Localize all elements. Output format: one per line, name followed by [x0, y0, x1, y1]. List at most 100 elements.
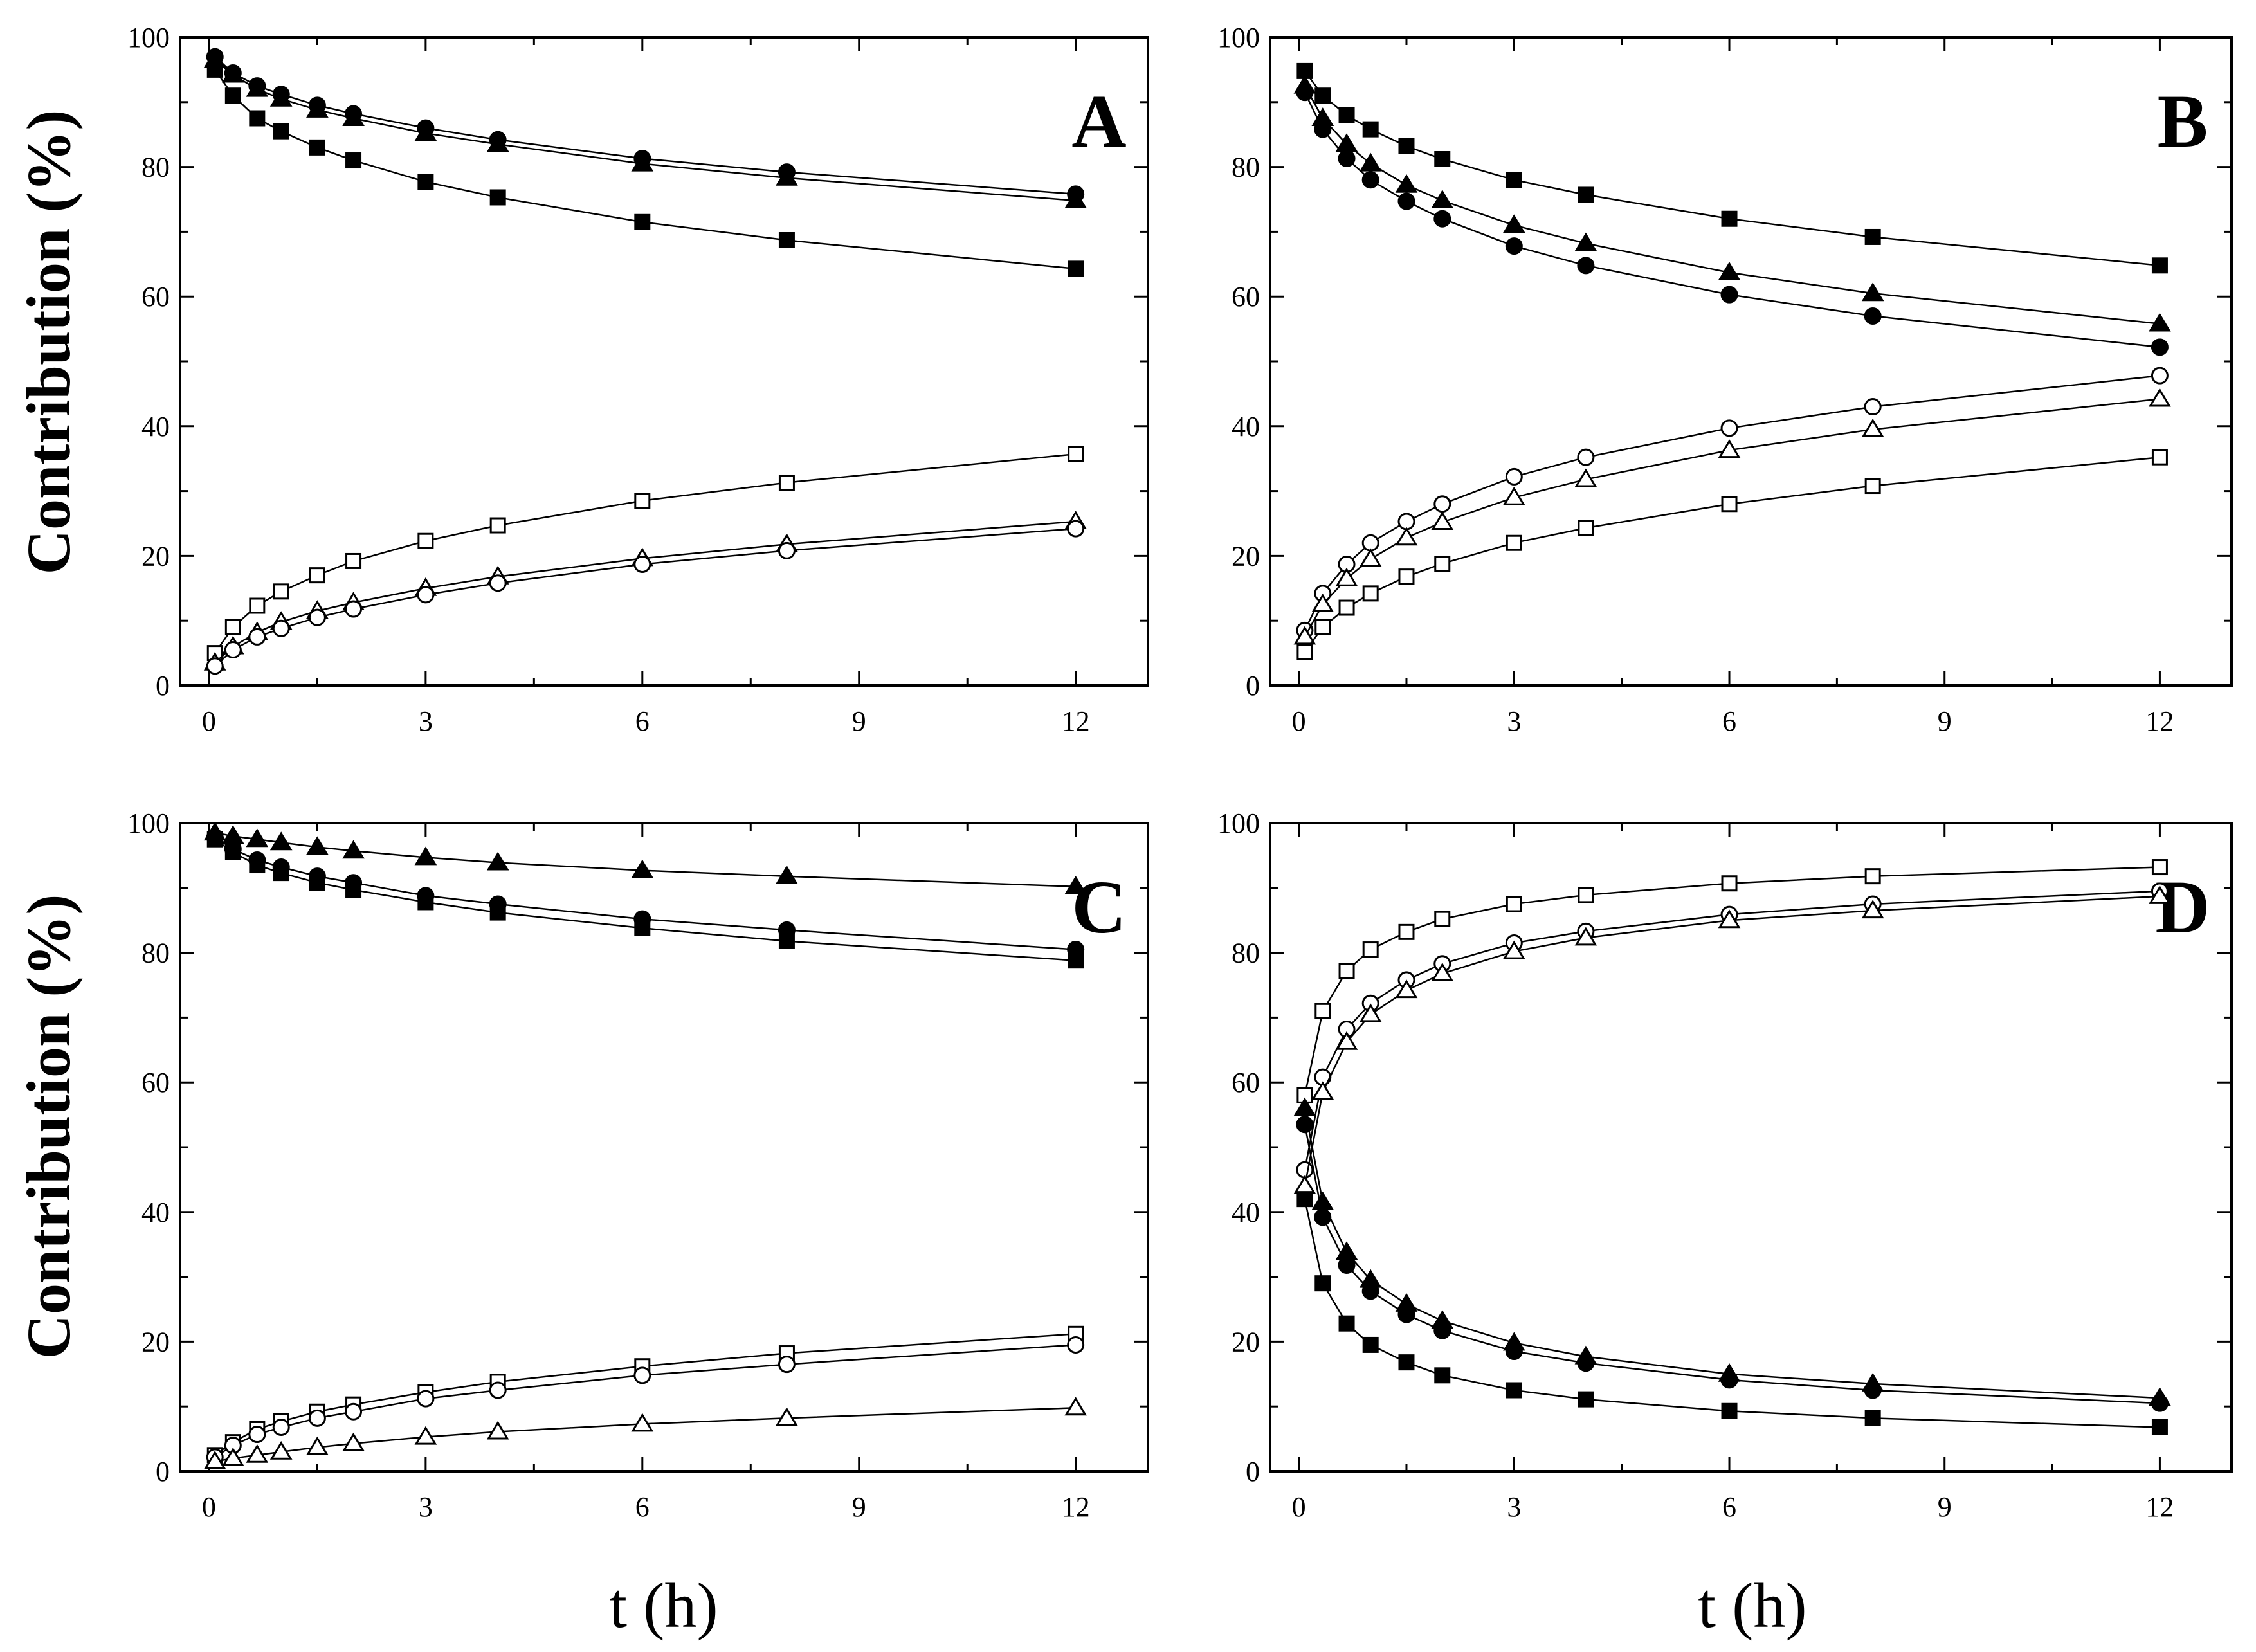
panel-b-x-tick-label: 6 [1722, 705, 1736, 737]
panel-b-open-circle-point [2151, 367, 2169, 385]
panel-a-series-filled-triangle [203, 49, 1087, 208]
panel-b-x-tick-label: 12 [2145, 705, 2174, 737]
panel-d-x-tick-label: 6 [1722, 1491, 1736, 1523]
panel-b-open-triangle-point [1431, 511, 1454, 530]
panel-a-y-tick-label: 60 [141, 281, 170, 313]
panel-d-open-square-point [1578, 887, 1594, 903]
panel-d-filled-square-point [1506, 1382, 1522, 1399]
panel-c: 0 3 6 9 12 0 20 40 60 80 100 C [127, 808, 1149, 1523]
panel-b-open-square-point [1578, 520, 1594, 536]
panel-a-y-tick-label: 80 [141, 152, 170, 183]
panel-d-x-tick-label: 0 [1292, 1491, 1306, 1523]
panel-b-filled-square-point [2151, 257, 2168, 274]
panel-a-y-tick-label: 100 [127, 22, 170, 53]
panel-b-filled-square-point [1721, 210, 1738, 227]
panel-c-filled-triangle-point [306, 836, 329, 855]
panel-b-open-square-point [2151, 449, 2168, 466]
panel-d-filled-square-point [1338, 1315, 1355, 1332]
panel-d-open-square-point [1506, 896, 1522, 912]
panel-d-filled-square-point [1864, 1410, 1881, 1426]
panel-b-open-triangle-point [2149, 388, 2171, 407]
panel-b-x-tick-label: 9 [1938, 705, 1952, 737]
panel-c-filled-square-point [345, 882, 362, 898]
panel-b-filled-triangle-point [1359, 152, 1382, 172]
panel-c-y-tick-label: 0 [156, 1456, 170, 1487]
panel-d-open-square-point [1721, 875, 1738, 892]
panel-a-filled-square-point [1068, 260, 1084, 277]
panel-c-filled-triangle-point [776, 865, 798, 884]
panel-a-filled-triangle-point [306, 98, 329, 118]
panel-a-filled-triangle-point [414, 122, 437, 141]
panel-a-filled-square-point [249, 110, 266, 127]
panel-a-open-square-point [489, 517, 506, 534]
panel-d-open-square-point [1398, 923, 1415, 940]
panel-c-filled-triangle-point [246, 828, 269, 848]
panel-b-y-tick-label: 80 [1232, 152, 1260, 183]
panel-a-x-tick-label: 0 [202, 705, 216, 737]
panel-b-open-circle-point [1577, 448, 1595, 466]
panel-d-label: D [2155, 865, 2210, 949]
panel-d-filled-square-point [1362, 1336, 1379, 1353]
x-axis-title-left: t (h) [609, 1570, 718, 1641]
panel-c-filled-square-point [224, 844, 241, 860]
panel-d-filled-square-point [1434, 1367, 1451, 1384]
panel-d-filled-circle-point [1314, 1208, 1332, 1226]
panel-c-label: C [1071, 865, 1126, 949]
panel-b-filled-circle-point [1296, 84, 1314, 102]
panel-c-series-filled-square [206, 831, 1084, 969]
panel-b-series-filled-square [1296, 62, 2168, 274]
panel-b-open-triangle-point [1395, 527, 1418, 546]
panel-b-filled-square-point [1578, 186, 1594, 203]
panel-d-filled-square-point [1398, 1354, 1415, 1371]
panel-d-filled-circle-point [1296, 1116, 1314, 1134]
panel-d-filled-triangle-point [1293, 1097, 1316, 1116]
panel-b-filled-square-point [1398, 138, 1415, 154]
panel-a-open-circle-point [417, 586, 435, 604]
panel-b-filled-triangle-point [1861, 282, 1884, 302]
panel-c-open-circle-point [248, 1426, 266, 1444]
y-axis-title-bottom: Contribution (%) [14, 894, 83, 1359]
panel-c-y-tick-label: 20 [141, 1326, 170, 1357]
panel-a-filled-square-point [273, 123, 289, 140]
panel-a-filled-triangle-point [221, 64, 244, 83]
panel-b-filled-circle-point [1864, 307, 1882, 325]
panel-c-open-circle-point [345, 1402, 363, 1421]
panel-d-open-square-point [1314, 1003, 1331, 1019]
panel-c-x-tick-label: 12 [1062, 1491, 1090, 1523]
panel-b-filled-square-point [1314, 87, 1331, 104]
panel-d-y-tick-label: 60 [1232, 1067, 1260, 1098]
panel-a-y-tick-label: 0 [156, 670, 170, 702]
panel-c-filled-square-point [1068, 952, 1084, 969]
panel-c-open-triangle-point [221, 1447, 244, 1466]
panel-b-filled-triangle-point [2149, 313, 2171, 332]
panel-a-open-square-point [634, 493, 651, 509]
panel-b-open-square-point [1314, 619, 1331, 635]
panel-b-open-triangle-point [1574, 468, 1597, 487]
panel-a-filled-triangle-point [203, 49, 226, 68]
panel-b-series-filled-triangle [1293, 75, 2171, 332]
panel-d-series-open-triangle [1293, 885, 2171, 1194]
panel-b-y-tick-label: 60 [1232, 281, 1260, 313]
panel-b-filled-square-point [1864, 228, 1881, 245]
panel-c-open-circle-point [417, 1390, 435, 1408]
panel-c-filled-square-point [634, 920, 651, 936]
panel-a-open-circle-point [489, 574, 507, 592]
panel-b-open-triangle-point [1293, 626, 1316, 645]
panel-a-series-filled-square [206, 61, 1084, 277]
panel-d-open-triangle-point [1311, 1081, 1334, 1100]
panel-c-x-tick-label: 3 [419, 1491, 433, 1523]
panel-c-filled-square-point [489, 904, 506, 921]
panel-d-filled-circle-point [1397, 1305, 1415, 1323]
panel-b-open-triangle-point [1718, 439, 1741, 458]
panel-c-y-tick-label: 80 [141, 938, 170, 969]
panel-b-open-square-point [1434, 555, 1451, 572]
panel-b-open-triangle-point [1359, 548, 1382, 567]
panel-b-filled-square-point [1434, 151, 1451, 168]
panel-a-open-circle-point [778, 541, 796, 559]
panel-c-x-tick-label: 9 [852, 1491, 866, 1523]
panel-b-open-circle-point [1864, 398, 1882, 416]
panel-a-filled-square-point [345, 152, 362, 169]
panel-d-open-triangle-point [1718, 909, 1741, 929]
panel-a-filled-triangle-point [246, 78, 269, 97]
